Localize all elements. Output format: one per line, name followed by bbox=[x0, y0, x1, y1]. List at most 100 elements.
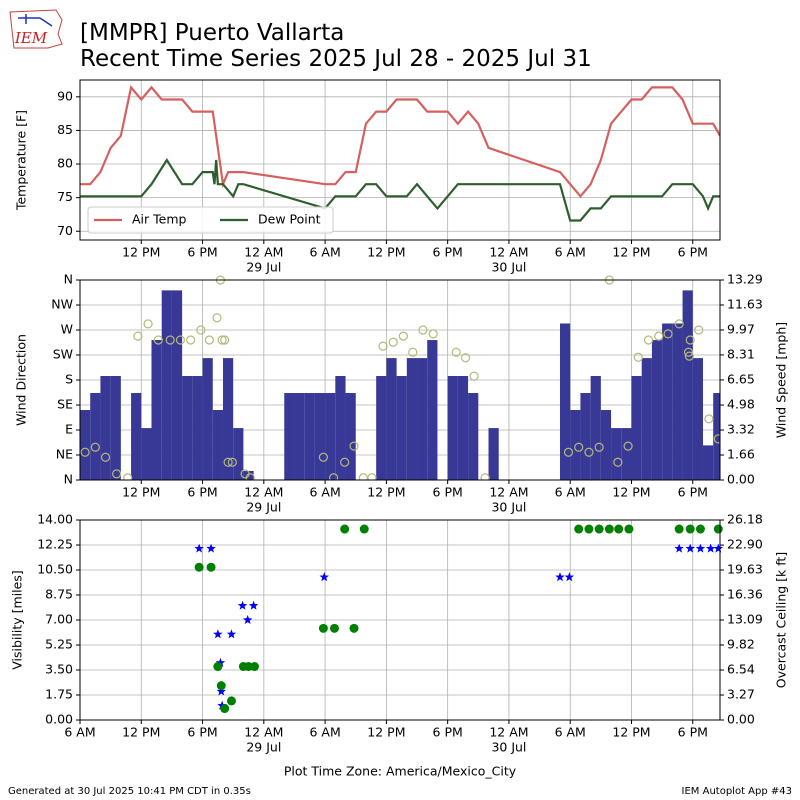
x-date-label: 30 Jul bbox=[491, 740, 526, 755]
footer-right: IEM Autoplot App #43 bbox=[682, 786, 792, 797]
y-axis-label: Visibility [miles] bbox=[10, 570, 25, 669]
x-tick-label: 12 PM bbox=[122, 725, 160, 740]
bar bbox=[90, 393, 101, 480]
bar bbox=[192, 376, 203, 480]
dot-marker bbox=[713, 524, 723, 534]
ring-marker bbox=[623, 441, 633, 451]
bar bbox=[100, 376, 111, 480]
star-marker bbox=[215, 657, 226, 667]
dot-marker bbox=[695, 524, 705, 534]
logo-outline bbox=[9, 9, 63, 49]
y2-tick-label: 26.18 bbox=[727, 512, 763, 527]
x-tick-label: 12 PM bbox=[122, 485, 160, 500]
ring-marker bbox=[683, 347, 694, 357]
dot-marker bbox=[594, 524, 604, 534]
ring-marker bbox=[175, 335, 186, 345]
ring-marker bbox=[574, 442, 584, 452]
x-tick-label: 12 AM bbox=[489, 245, 528, 260]
y-tick-label: 1.75 bbox=[45, 687, 73, 702]
y-tick-label: 10.50 bbox=[37, 562, 73, 577]
x-tick-label: 12 PM bbox=[612, 245, 650, 260]
star-marker bbox=[713, 543, 724, 553]
y-tick-label: 12.25 bbox=[37, 537, 73, 552]
ring-marker bbox=[133, 331, 143, 341]
bar bbox=[662, 323, 673, 480]
ring-marker bbox=[613, 457, 623, 467]
y-tick-label: 14.00 bbox=[37, 512, 73, 527]
bar bbox=[233, 428, 244, 480]
x-tick-label: 6 PM bbox=[678, 725, 708, 740]
x-tick-label: 6 AM bbox=[64, 725, 95, 740]
star-marker bbox=[248, 600, 259, 610]
bar bbox=[631, 376, 642, 480]
y-tick-label: NW bbox=[51, 297, 73, 312]
y-tick-label: S bbox=[65, 372, 73, 387]
dot-marker bbox=[614, 524, 624, 534]
y-tick-label: 7.00 bbox=[45, 612, 73, 627]
ring-marker bbox=[123, 473, 133, 480]
x-tick-label: 12 PM bbox=[367, 245, 405, 260]
x-tick-label: 12 PM bbox=[612, 725, 650, 740]
ring-marker bbox=[388, 337, 398, 347]
bar bbox=[457, 376, 469, 480]
bar bbox=[417, 358, 428, 480]
x-tick-label: 12 PM bbox=[122, 245, 160, 260]
bar bbox=[560, 323, 571, 480]
bar bbox=[406, 358, 418, 480]
y2-tick-label: 1.66 bbox=[727, 447, 755, 462]
dot-marker bbox=[226, 696, 236, 706]
y-tick-label: N bbox=[64, 272, 73, 287]
bar bbox=[335, 376, 346, 480]
x-tick-label: 12 AM bbox=[244, 725, 283, 740]
bar bbox=[600, 410, 612, 480]
ring-marker bbox=[418, 325, 428, 335]
ring-marker bbox=[694, 325, 704, 335]
y2-tick-label: 13.29 bbox=[727, 272, 763, 287]
ring-marker bbox=[340, 457, 350, 467]
y-tick-label: N bbox=[64, 472, 73, 487]
ring-marker bbox=[663, 329, 673, 339]
plot-area bbox=[80, 275, 720, 480]
bar bbox=[702, 445, 714, 480]
star-marker bbox=[695, 543, 706, 553]
x-tick-label: 6 PM bbox=[433, 245, 463, 260]
y2-tick-label: 0.00 bbox=[727, 712, 755, 727]
x-date-label: 29 Jul bbox=[246, 740, 281, 755]
bar bbox=[222, 358, 234, 480]
y2-tick-label: 3.27 bbox=[727, 687, 755, 702]
bar bbox=[396, 376, 407, 480]
bar bbox=[447, 376, 458, 480]
bar bbox=[161, 290, 172, 480]
logo-lines bbox=[18, 14, 53, 27]
x-tick-label: 6 AM bbox=[555, 245, 586, 260]
y2-tick-label: 0.00 bbox=[727, 472, 755, 487]
x-tick-label: 6 PM bbox=[433, 725, 463, 740]
legend-label: Dew Point bbox=[258, 212, 321, 227]
y2-tick-label: 22.90 bbox=[727, 537, 763, 552]
bar bbox=[212, 410, 223, 480]
ring-marker bbox=[349, 441, 359, 451]
y2-tick-label: 16.36 bbox=[727, 587, 763, 602]
bar bbox=[580, 393, 591, 480]
ring-marker bbox=[111, 469, 122, 479]
y2-tick-label: 6.54 bbox=[727, 662, 755, 677]
x-tick-label: 12 AM bbox=[244, 485, 283, 500]
ring-marker bbox=[563, 447, 574, 457]
bar bbox=[682, 290, 693, 480]
dot-marker bbox=[674, 524, 684, 534]
dot-marker bbox=[329, 623, 339, 633]
y2-tick-label: 19.63 bbox=[727, 562, 763, 577]
bar bbox=[294, 393, 305, 480]
star-marker bbox=[674, 543, 684, 553]
ring-marker bbox=[245, 473, 255, 480]
bar bbox=[345, 393, 356, 480]
legend: Air Temp Dew Point bbox=[87, 206, 334, 234]
ring-marker bbox=[451, 347, 461, 357]
ring-marker bbox=[90, 442, 100, 452]
line bbox=[80, 84, 720, 199]
y-axis-label: Temperature [F] bbox=[14, 110, 29, 211]
bar bbox=[611, 428, 622, 480]
star-marker bbox=[194, 543, 204, 553]
ring-marker bbox=[398, 331, 409, 341]
